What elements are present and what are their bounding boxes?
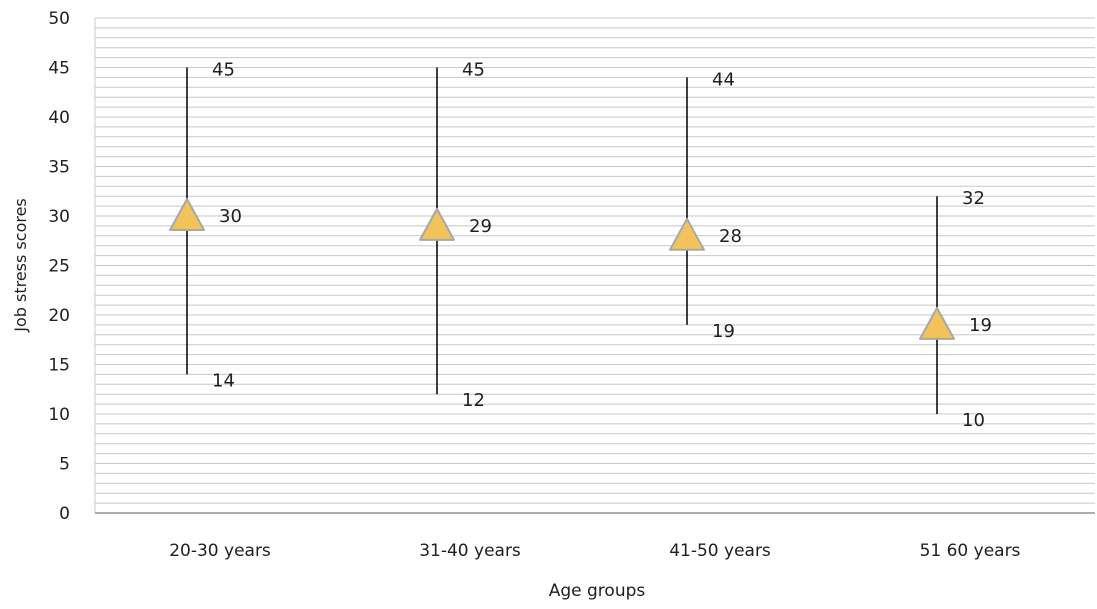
category-group: 45 29 12 [419, 60, 492, 411]
y-tick-label: 0 [59, 504, 70, 524]
x-category-label: 31-40 years [419, 541, 521, 561]
x-axis-category-labels: 20-30 years 31-40 years 41-50 years 51 60 y… [169, 541, 1020, 561]
category-group: 44 28 19 [669, 69, 742, 342]
mean-triangle-icon [419, 207, 455, 241]
y-tick-label: 25 [48, 257, 70, 277]
high-value-label: 45 [212, 60, 235, 81]
data-marks: 45 30 14 45 29 12 44 28 19 32 19 10 [169, 60, 992, 431]
y-tick-label: 35 [48, 158, 70, 178]
mean-value-label: 30 [219, 206, 242, 227]
low-value-label: 12 [462, 390, 485, 411]
mean-value-label: 28 [719, 226, 742, 247]
category-group: 32 19 10 [919, 188, 992, 431]
mean-value-label: 29 [469, 216, 492, 237]
mean-triangle-icon [669, 217, 705, 251]
mean-triangle-icon [169, 198, 205, 231]
x-category-label: 20-30 years [169, 541, 271, 561]
y-tick-label: 30 [48, 207, 70, 227]
y-tick-label: 50 [48, 9, 70, 29]
y-tick-label: 5 [59, 455, 70, 475]
axes [94, 18, 1095, 514]
category-group: 45 30 14 [169, 60, 242, 391]
low-value-label: 19 [712, 321, 735, 342]
y-axis-tick-labels: 0 5 10 15 20 25 30 35 40 45 50 [48, 9, 70, 524]
high-value-label: 32 [962, 188, 985, 209]
gridlines [95, 17, 1095, 514]
x-axis-title: Age groups [549, 581, 646, 601]
mean-value-label: 19 [969, 315, 992, 336]
high-value-label: 45 [462, 60, 485, 81]
y-tick-label: 45 [48, 59, 70, 79]
low-value-label: 14 [212, 370, 235, 391]
x-category-label: 41-50 years [669, 541, 771, 561]
y-tick-label: 20 [48, 306, 70, 326]
mean-triangle-icon [919, 306, 955, 340]
y-tick-label: 40 [48, 108, 70, 128]
y-axis-title: Job stress scores [11, 198, 30, 333]
y-tick-label: 10 [48, 405, 70, 425]
y-tick-label: 15 [48, 356, 70, 376]
high-value-label: 44 [712, 69, 735, 90]
low-value-label: 10 [962, 410, 985, 431]
x-category-label: 51 60 years [920, 541, 1021, 561]
